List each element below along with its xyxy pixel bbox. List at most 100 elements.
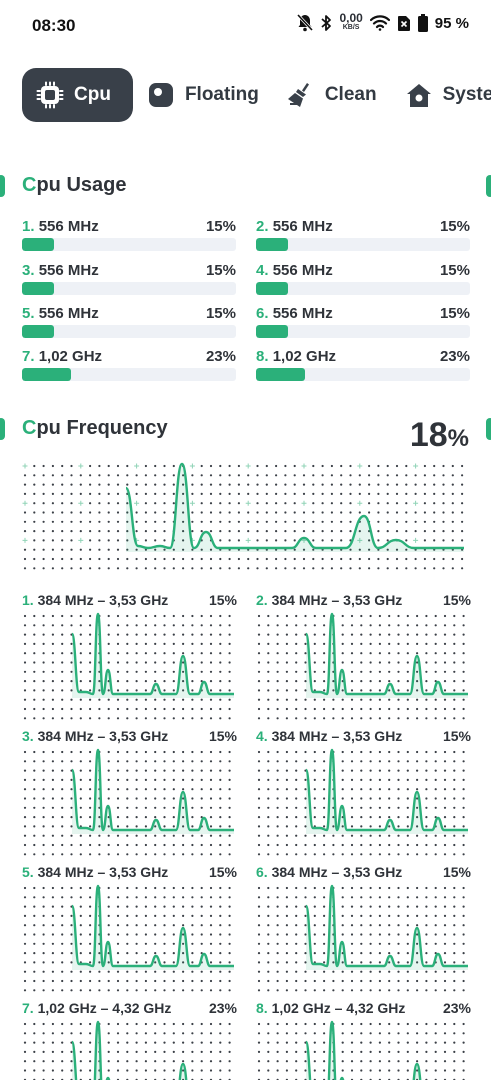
cpu-frequency-title-accent: C: [22, 417, 37, 439]
core-frequency-graph: [257, 1020, 465, 1080]
core-number: 8.: [256, 348, 269, 365]
core-frequency-label: 6. 384 MHz – 3,53 GHz: [256, 864, 402, 880]
core-usage-track: [256, 282, 470, 295]
core-usage-track: [256, 238, 470, 251]
tab-system-label: System: [442, 84, 491, 105]
core-frequency-graph: [257, 748, 468, 856]
core-usage-item: 7. 1,02 GHz 23%: [22, 348, 236, 388]
core-usage-percent: 15%: [205, 305, 236, 322]
core-number: 6.: [256, 864, 268, 880]
core-usage-percent: 15%: [439, 218, 470, 235]
core-usage-percent: 23%: [439, 348, 470, 365]
core-frequency-label: 2. 384 MHz – 3,53 GHz: [256, 592, 402, 608]
core-frequency-graph: [257, 884, 468, 992]
tab-clean[interactable]: Clean: [273, 68, 391, 122]
core-usage-fill: [256, 325, 289, 338]
total-cpu-percent-unit: %: [447, 425, 469, 452]
core-usage-item: 5. 556 MHz 15%: [22, 305, 236, 345]
core-frequency-graph: [23, 748, 234, 856]
core-frequency: 556 MHz: [272, 262, 333, 279]
core-usage-item: 3. 556 MHz 15%: [22, 262, 236, 302]
status-icons: 0,00 KB/S 95 %: [297, 12, 469, 32]
core-frequency-label: 1. 384 MHz – 3,53 GHz: [22, 592, 168, 608]
core-frequency-graph: [23, 1020, 231, 1080]
core-frequency-percent: 15%: [208, 592, 237, 608]
core-frequency-item: 5. 384 MHz – 3,53 GHz 15%: [22, 864, 237, 996]
core-usage-percent: 15%: [205, 218, 236, 235]
core-frequency-percent: 15%: [208, 864, 237, 880]
tab-system[interactable]: System: [391, 68, 491, 122]
core-usage-label: 2. 556 MHz: [256, 218, 333, 235]
core-usage-label: 6. 556 MHz: [256, 305, 333, 322]
core-usage-label: 4. 556 MHz: [256, 262, 333, 279]
tab-cpu[interactable]: Cpu: [22, 68, 133, 122]
core-frequency-label: 3. 384 MHz – 3,53 GHz: [22, 728, 168, 744]
core-usage-item: 1. 556 MHz 15%: [22, 218, 236, 258]
core-frequency-percent: 15%: [442, 728, 471, 744]
core-frequency-item: 6. 384 MHz – 3,53 GHz 15%: [256, 864, 471, 996]
core-frequency-range: 384 MHz – 3,53 GHz: [37, 728, 169, 744]
section-marker-right: [486, 175, 491, 197]
core-usage-item: 2. 556 MHz 15%: [256, 218, 470, 258]
cpu-frequency-title: Cpu Frequency: [22, 417, 168, 440]
core-frequency-range: 384 MHz – 3,53 GHz: [37, 864, 169, 880]
core-usage-fill: [22, 368, 72, 381]
core-frequency: 1,02 GHz: [38, 348, 103, 365]
core-number: 5.: [22, 864, 34, 880]
status-bar: 08:30 0,00 KB/S 95 %: [0, 0, 491, 52]
section-marker-right: [486, 418, 491, 440]
core-usage-fill: [22, 282, 55, 295]
core-usage-fill: [22, 325, 55, 338]
core-frequency: 556 MHz: [38, 262, 99, 279]
core-frequency-graph: [257, 612, 468, 720]
core-usage-track: [22, 238, 236, 251]
core-frequency-percent: 15%: [442, 864, 471, 880]
core-number: 2.: [256, 218, 269, 235]
core-frequency-range: 1,02 GHz – 4,32 GHz: [37, 1000, 172, 1016]
core-frequency-percent: 15%: [442, 592, 471, 608]
core-frequency-item: 3. 384 MHz – 3,53 GHz 15%: [22, 728, 237, 860]
core-number: 8.: [256, 1000, 268, 1016]
tab-cpu-label: Cpu: [74, 84, 111, 105]
core-usage-item: 8. 1,02 GHz 23%: [256, 348, 470, 388]
core-frequency: 556 MHz: [38, 305, 99, 322]
cpu-usage-title-accent: C: [22, 174, 37, 196]
core-usage-track: [256, 368, 470, 381]
core-frequency-range: 384 MHz – 3,53 GHz: [271, 592, 403, 608]
core-frequency-percent: 23%: [208, 1000, 237, 1016]
network-speed-unit: KB/S: [342, 24, 360, 31]
core-number: 7.: [22, 348, 35, 365]
core-frequency-label: 7. 1,02 GHz – 4,32 GHz: [22, 1000, 171, 1016]
core-usage-item: 6. 556 MHz 15%: [256, 305, 470, 345]
core-usage-fill: [256, 282, 289, 295]
core-usage-track: [22, 368, 236, 381]
core-frequency-item: 2. 384 MHz – 3,53 GHz 15%: [256, 592, 471, 724]
core-number: 2.: [256, 592, 268, 608]
floating-window-icon: [147, 81, 175, 109]
no-sim-icon: [397, 15, 411, 32]
total-cpu-percent: 18%: [410, 416, 469, 455]
core-frequency-item: 4. 384 MHz – 3,53 GHz 15%: [256, 728, 471, 860]
core-usage-track: [22, 282, 236, 295]
core-frequency-range: 1,02 GHz – 4,32 GHz: [271, 1000, 406, 1016]
core-number: 5.: [22, 305, 35, 322]
core-frequency-item: 8. 1,02 GHz – 4,32 GHz 23%: [256, 1000, 471, 1080]
core-number: 1.: [22, 592, 34, 608]
core-frequency-range: 384 MHz – 3,53 GHz: [271, 728, 403, 744]
house-icon: [405, 81, 433, 109]
total-frequency-graph: [22, 462, 464, 570]
core-number: 1.: [22, 218, 35, 235]
core-usage-label: 8. 1,02 GHz: [256, 348, 336, 365]
core-usage-fill: [256, 238, 289, 251]
core-usage-track: [256, 325, 470, 338]
core-number: 3.: [22, 262, 35, 279]
tab-floating[interactable]: Floating: [133, 68, 273, 122]
core-usage-label: 7. 1,02 GHz: [22, 348, 102, 365]
core-number: 7.: [22, 1000, 34, 1016]
wifi-icon: [369, 15, 390, 31]
core-frequency-label: 8. 1,02 GHz – 4,32 GHz: [256, 1000, 405, 1016]
tab-clean-label: Clean: [324, 84, 377, 105]
core-usage-fill: [256, 368, 306, 381]
core-frequency-label: 5. 384 MHz – 3,53 GHz: [22, 864, 168, 880]
core-frequency-label: 4. 384 MHz – 3,53 GHz: [256, 728, 402, 744]
